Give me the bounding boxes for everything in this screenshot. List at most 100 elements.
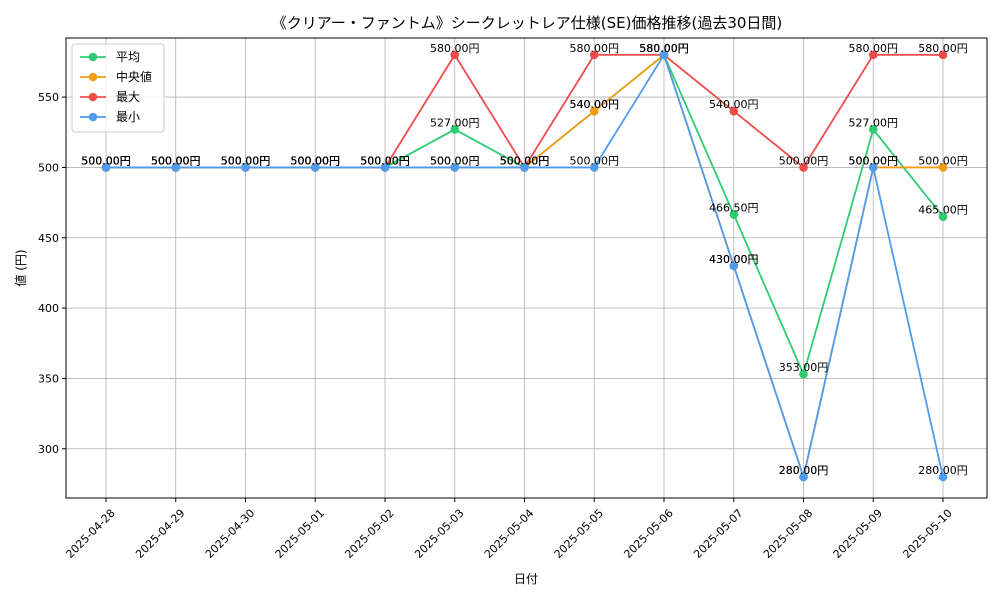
data-label: 580.00円	[639, 42, 689, 55]
data-label: 500.00円	[849, 154, 899, 167]
data-point	[380, 163, 390, 172]
data-point	[938, 50, 948, 60]
data-point	[450, 163, 460, 172]
data-point	[589, 106, 599, 116]
x-tick-label: 2025-05-02	[342, 507, 396, 561]
data-label: 580.00円	[849, 42, 899, 55]
data-label: 500.00円	[221, 154, 271, 167]
y-tick-label: 500	[38, 161, 59, 174]
data-label: 500.00円	[291, 154, 341, 167]
data-label: 500.00円	[570, 154, 620, 167]
y-tick-label: 550	[38, 91, 59, 104]
x-tick-label: 2025-04-28	[63, 507, 117, 561]
legend-marker	[88, 92, 98, 102]
data-point	[938, 212, 948, 221]
x-tick-label: 2025-05-05	[552, 507, 606, 561]
data-label: 540.00円	[709, 98, 759, 111]
data-label: 430.00円	[709, 253, 759, 266]
data-point	[868, 50, 878, 60]
x-tick-label: 2025-04-29	[133, 507, 187, 561]
series-lines	[101, 50, 948, 482]
x-tick-label: 2025-05-07	[691, 507, 745, 561]
data-point	[101, 163, 111, 172]
data-point	[589, 50, 599, 60]
y-tick-label: 450	[38, 232, 59, 245]
data-label: 500.00円	[360, 154, 410, 167]
data-label: 500.00円	[360, 154, 410, 167]
data-label: 500.00円	[81, 154, 131, 167]
x-tick-label: 2025-05-08	[761, 507, 815, 561]
data-label: 500.00円	[500, 154, 550, 167]
data-label: 500.00円	[221, 154, 271, 167]
data-label: 500.00円	[81, 154, 131, 167]
plot-area-frame	[65, 37, 988, 499]
data-label: 500.00円	[779, 154, 829, 167]
x-tick-label: 2025-05-04	[482, 507, 536, 561]
data-label: 280.00円	[779, 464, 829, 477]
data-point	[310, 163, 320, 172]
legend-label: 中央値	[116, 69, 152, 84]
legend-marker	[88, 112, 98, 122]
data-point	[589, 163, 599, 172]
grid-lines	[66, 38, 987, 498]
data-label: 580.00円	[430, 42, 480, 55]
data-label: 500.00円	[500, 154, 550, 167]
data-label: 500.00円	[81, 154, 131, 167]
data-label: 500.00円	[849, 154, 899, 167]
data-point	[868, 163, 878, 172]
data-label: 500.00円	[81, 154, 131, 167]
data-point	[799, 163, 808, 172]
data-label: 500.00円	[430, 154, 480, 167]
data-point	[450, 125, 460, 134]
y-tick-label: 350	[38, 372, 59, 385]
data-point	[868, 125, 878, 134]
data-label: 500.00円	[151, 154, 201, 167]
data-point	[729, 210, 739, 219]
data-label: 580.00円	[570, 42, 620, 55]
x-tick-label: 2025-04-30	[203, 507, 257, 561]
data-labels: 500.00円 500.00円 500.00円 500.00円 500.00円 527.0…	[81, 42, 968, 477]
chart-title: 《クリアー・ファントム》シークレットレア仕様(SE)価格推移(過去30日間)	[272, 14, 783, 32]
data-label: 353.00円	[779, 361, 829, 374]
data-point	[729, 106, 739, 116]
data-label: 280.00円	[779, 464, 829, 477]
legend-label: 最小	[116, 110, 140, 124]
data-label: 540.00円	[570, 98, 620, 111]
data-point	[799, 369, 808, 379]
data-point	[799, 472, 808, 482]
data-label: 500.00円	[151, 154, 201, 167]
x-tick-label: 2025-05-03	[412, 507, 466, 561]
data-label: 500.00円	[221, 154, 271, 167]
x-tick-label: 2025-05-06	[621, 507, 675, 561]
y-axis-label: 値 (円)	[13, 249, 28, 286]
data-label: 580.00円	[639, 42, 689, 55]
data-label: 500.00円	[360, 154, 410, 167]
legend-box	[71, 43, 165, 133]
y-tick-label: 400	[38, 302, 59, 315]
data-label: 580.00円	[639, 42, 689, 55]
y-tick-label: 300	[38, 443, 59, 456]
data-point	[171, 163, 181, 172]
data-point	[729, 261, 739, 271]
data-label: 527.00円	[849, 116, 899, 129]
data-label: 500.00円	[360, 154, 410, 167]
data-label: 500.00円	[918, 154, 968, 167]
data-label: 500.00円	[221, 154, 271, 167]
data-label: 500.00円	[291, 154, 341, 167]
data-label: 465.00円	[918, 204, 968, 217]
data-point	[938, 163, 948, 172]
x-axis-label: 日付	[514, 572, 538, 586]
data-point	[520, 163, 529, 172]
data-label: 500.00円	[430, 154, 480, 167]
legend-marker	[88, 52, 98, 62]
data-label: 500.00円	[151, 154, 201, 167]
data-point	[659, 50, 669, 60]
data-label: 500.00円	[500, 154, 550, 167]
x-tick-label: 2025-05-09	[831, 507, 885, 561]
legend-label: 平均	[116, 50, 140, 64]
legend-label: 最大	[116, 90, 140, 104]
data-label: 500.00円	[291, 154, 341, 167]
data-label: 500.00円	[291, 154, 341, 167]
legend-marker	[88, 72, 98, 82]
